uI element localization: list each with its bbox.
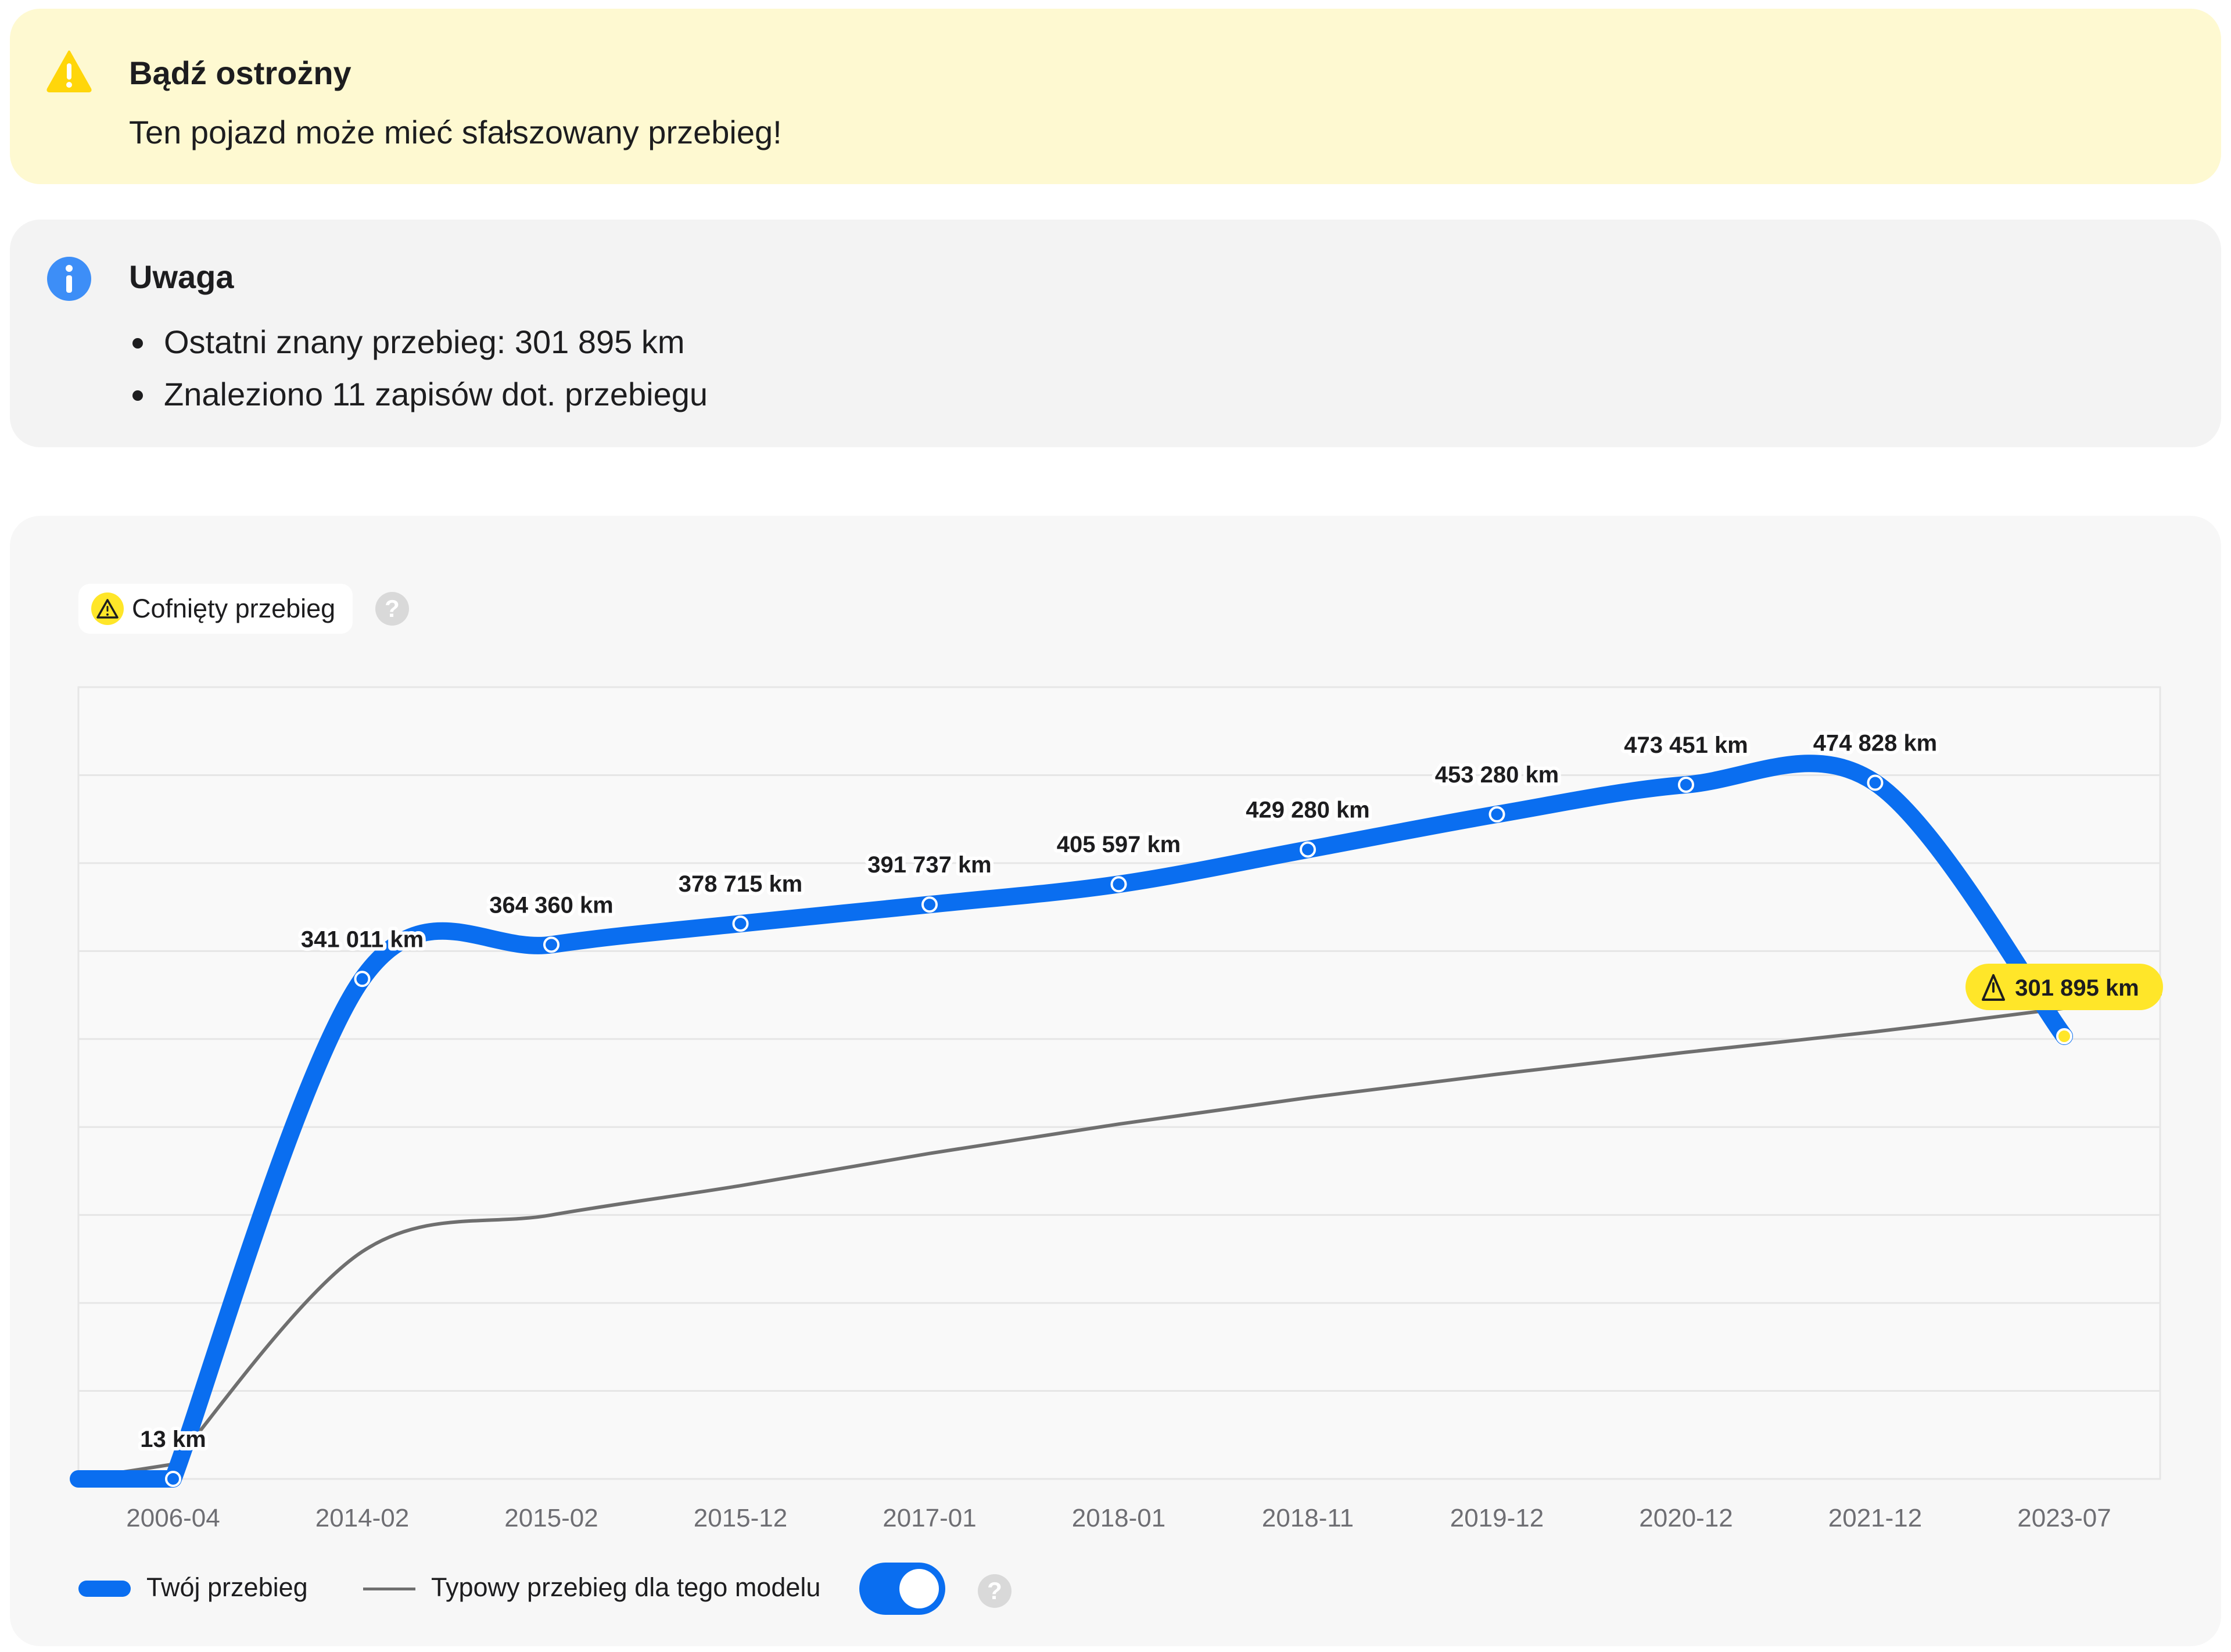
info-list: Ostatni znany przebieg: 301 895 km Znale… xyxy=(129,316,708,421)
data-label: 473 451 km xyxy=(1624,732,1748,758)
x-tick-label: 2019-12 xyxy=(1450,1504,1544,1532)
legend-label-yours: Twój przebieg xyxy=(146,1572,308,1602)
warning-icon xyxy=(46,51,92,92)
rollback-help-mark: ? xyxy=(385,595,400,622)
typical-help-icon[interactable]: ? xyxy=(978,1574,1012,1608)
flagged-point xyxy=(2056,1028,2072,1044)
x-tick-label: 2020-12 xyxy=(1639,1504,1733,1532)
plot-area xyxy=(77,686,2161,1480)
data-label: 341 011 km xyxy=(301,926,424,952)
data-point xyxy=(1300,841,1316,858)
x-tick-label: 2018-11 xyxy=(1262,1504,1354,1532)
warning-title: Bądź ostrożny xyxy=(129,55,351,91)
data-point xyxy=(1867,774,1884,791)
flagged-warning-icon xyxy=(1982,974,2005,1001)
info-alert: Uwaga Ostatni znany przebieg: 301 895 km… xyxy=(10,220,2221,447)
data-point xyxy=(1488,806,1505,823)
x-tick-label: 2017-01 xyxy=(883,1504,976,1532)
x-tick-label: 2015-12 xyxy=(694,1504,787,1532)
x-tick-label: 2018-01 xyxy=(1072,1504,1165,1532)
rollback-badge-label: Cofnięty przebieg xyxy=(132,594,336,623)
x-tick-label: 2014-02 xyxy=(315,1504,409,1532)
info-icon xyxy=(47,257,91,301)
legend-swatch-typical xyxy=(363,1588,415,1590)
legend-label-typical: Typowy przebieg dla tego modelu xyxy=(431,1572,821,1602)
data-point xyxy=(354,971,371,987)
data-point xyxy=(1678,776,1694,793)
info-item-records-count: Znaleziono 11 zapisów dot. przebiegu xyxy=(129,368,708,421)
toggle-knob xyxy=(899,1569,939,1608)
x-tick-label: 2023-07 xyxy=(2017,1504,2111,1532)
x-tick-label: 2006-04 xyxy=(126,1504,220,1532)
data-label: 391 737 km xyxy=(867,852,992,878)
warning-alert: Bądź ostrożny Ten pojazd może mieć sfałs… xyxy=(10,9,2221,184)
data-point xyxy=(732,915,749,932)
data-point xyxy=(921,896,938,913)
data-label: 474 828 km xyxy=(1813,730,1938,756)
legend-swatch-yours xyxy=(78,1581,131,1597)
rollback-badge: Cofnięty przebieg xyxy=(78,584,353,634)
info-item-last-mileage: Ostatni znany przebieg: 301 895 km xyxy=(129,316,708,368)
x-tick-label: 2015-02 xyxy=(504,1504,598,1532)
info-title: Uwaga xyxy=(129,258,234,295)
flagged-data-label: 301 895 km xyxy=(2015,975,2139,1001)
data-label: 364 360 km xyxy=(489,892,614,918)
typical-mileage-toggle[interactable] xyxy=(859,1563,945,1615)
warning-text: Ten pojazd może mieć sfałszowany przebie… xyxy=(129,114,782,150)
data-label: 453 280 km xyxy=(1435,762,1559,788)
data-label: 13 km xyxy=(140,1427,206,1452)
your-mileage-line xyxy=(70,755,2073,1488)
data-label: 429 280 km xyxy=(1246,797,1370,823)
data-point xyxy=(165,1470,181,1487)
data-point xyxy=(1110,876,1127,893)
data-label: 405 597 km xyxy=(1057,832,1181,857)
rollback-help-icon[interactable]: ? xyxy=(375,592,409,626)
flagged-label-bg xyxy=(1965,963,2163,1010)
typical-help-mark: ? xyxy=(987,1577,1002,1604)
x-tick-label: 2021-12 xyxy=(1828,1504,1922,1532)
data-label: 378 715 km xyxy=(679,871,803,897)
warning-triangle-icon xyxy=(91,592,124,625)
data-point xyxy=(543,936,559,953)
typical-mileage-line xyxy=(77,992,2162,1481)
